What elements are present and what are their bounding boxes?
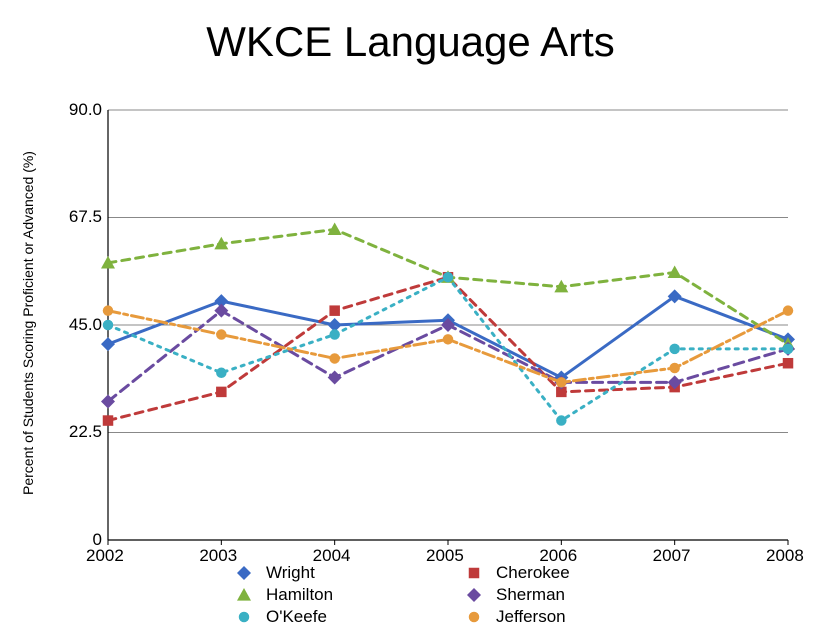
y-tick-label: 90.0 <box>69 100 102 120</box>
legend-item: Jefferson <box>460 606 690 628</box>
legend-label: Sherman <box>488 585 565 605</box>
diamond-icon <box>460 584 488 606</box>
series-line <box>108 277 788 420</box>
marker <box>669 344 680 355</box>
legend-label: O'Keefe <box>258 607 327 627</box>
legend: Wright Cherokee Hamilton Sherman O'Keefe Jeff… <box>230 562 690 628</box>
marker <box>467 588 481 602</box>
marker <box>237 566 251 580</box>
y-tick-label: 22.5 <box>69 422 102 442</box>
marker <box>469 612 480 623</box>
marker <box>783 305 794 316</box>
marker <box>329 353 340 364</box>
marker <box>101 337 115 351</box>
chart-title: WKCE Language Arts <box>0 18 821 66</box>
series-sherman <box>101 304 795 409</box>
series-okeefe <box>103 272 794 426</box>
marker <box>556 415 567 426</box>
marker <box>556 377 567 388</box>
x-tick-label: 2006 <box>539 546 577 566</box>
marker <box>237 588 251 601</box>
y-axis-label: Percent of Students Scoring Proficient o… <box>20 123 36 523</box>
marker <box>239 612 250 623</box>
chart-container: WKCE Language Arts Percent of Students S… <box>0 0 821 639</box>
legend-row: O'Keefe Jefferson <box>230 606 690 628</box>
legend-label: Hamilton <box>258 585 333 605</box>
x-tick-label: 2007 <box>653 546 691 566</box>
marker <box>443 272 454 283</box>
legend-label: Wright <box>258 563 315 583</box>
marker <box>103 415 114 426</box>
legend-item: O'Keefe <box>230 606 460 628</box>
x-tick-label: 2002 <box>86 546 124 566</box>
marker <box>469 568 480 579</box>
circle-icon <box>230 606 258 628</box>
triangle-icon <box>230 584 258 606</box>
x-tick-label: 2004 <box>313 546 351 566</box>
x-tick-label: 2003 <box>199 546 237 566</box>
marker <box>216 368 227 379</box>
marker <box>103 320 114 331</box>
marker <box>329 329 340 340</box>
y-tick-label: 45.0 <box>69 315 102 335</box>
marker <box>216 387 227 398</box>
plot-area <box>48 100 808 570</box>
x-tick-label: 2005 <box>426 546 464 566</box>
x-tick-label: 2008 <box>766 546 804 566</box>
marker <box>216 329 227 340</box>
marker <box>669 363 680 374</box>
marker <box>329 305 340 316</box>
legend-item: Sherman <box>460 584 690 606</box>
legend-label: Cherokee <box>488 563 570 583</box>
square-icon <box>460 562 488 584</box>
series-line <box>108 277 788 420</box>
marker <box>783 344 794 355</box>
legend-row: Hamilton Sherman <box>230 584 690 606</box>
y-tick-label: 67.5 <box>69 207 102 227</box>
legend-item: Hamilton <box>230 584 460 606</box>
legend-label: Jefferson <box>488 607 566 627</box>
marker <box>103 305 114 316</box>
circle-icon <box>460 606 488 628</box>
marker <box>443 334 454 345</box>
marker <box>328 371 342 385</box>
marker <box>783 358 794 369</box>
